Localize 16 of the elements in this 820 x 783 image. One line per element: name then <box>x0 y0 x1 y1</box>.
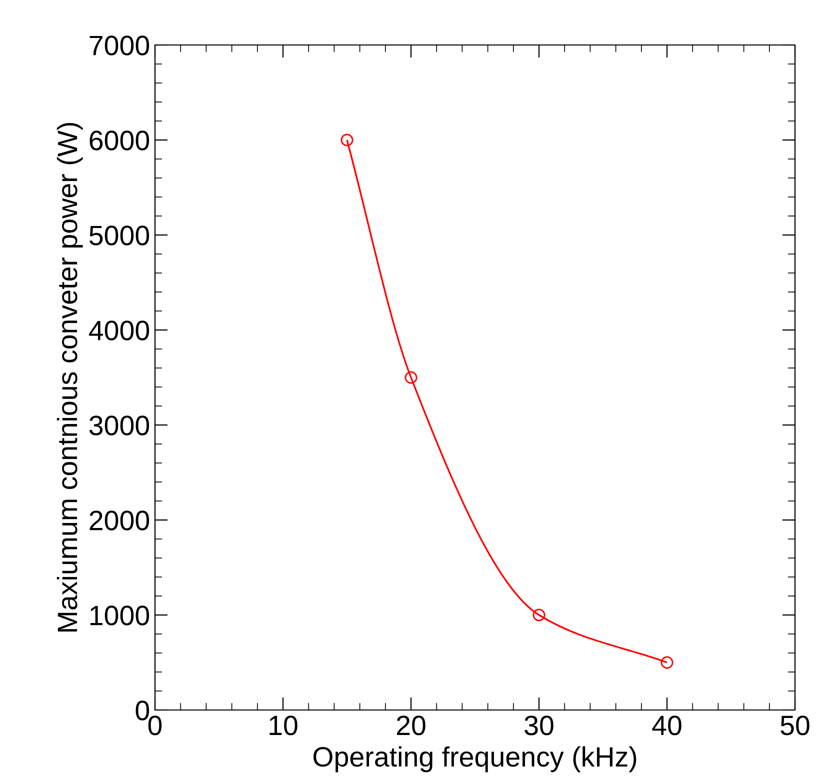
y-tick-label: 3000 <box>89 416 150 436</box>
x-tick-label: 30 <box>524 716 554 736</box>
y-tick-label: 2000 <box>90 510 150 530</box>
y-axis-title: Maxiumum contnious conveter power (W) <box>56 122 83 632</box>
y-tick-label: 5000 <box>89 226 150 246</box>
y-tick-label: 7000 <box>90 36 150 56</box>
y-tick-label: 1000 <box>90 606 150 626</box>
x-tick-label: 20 <box>396 716 426 736</box>
x-tick-label: 40 <box>652 716 682 736</box>
x-tick-label: 50 <box>780 716 810 736</box>
y-tick-label: 4000 <box>88 320 150 340</box>
y-tick-label: 6000 <box>90 130 150 150</box>
x-tick-label: 0 <box>148 716 162 736</box>
x-tick-label: 10 <box>270 716 298 736</box>
x-axis-title: Operating frequency (kHz) <box>313 746 636 772</box>
y-tick-label: 0 <box>136 700 150 720</box>
